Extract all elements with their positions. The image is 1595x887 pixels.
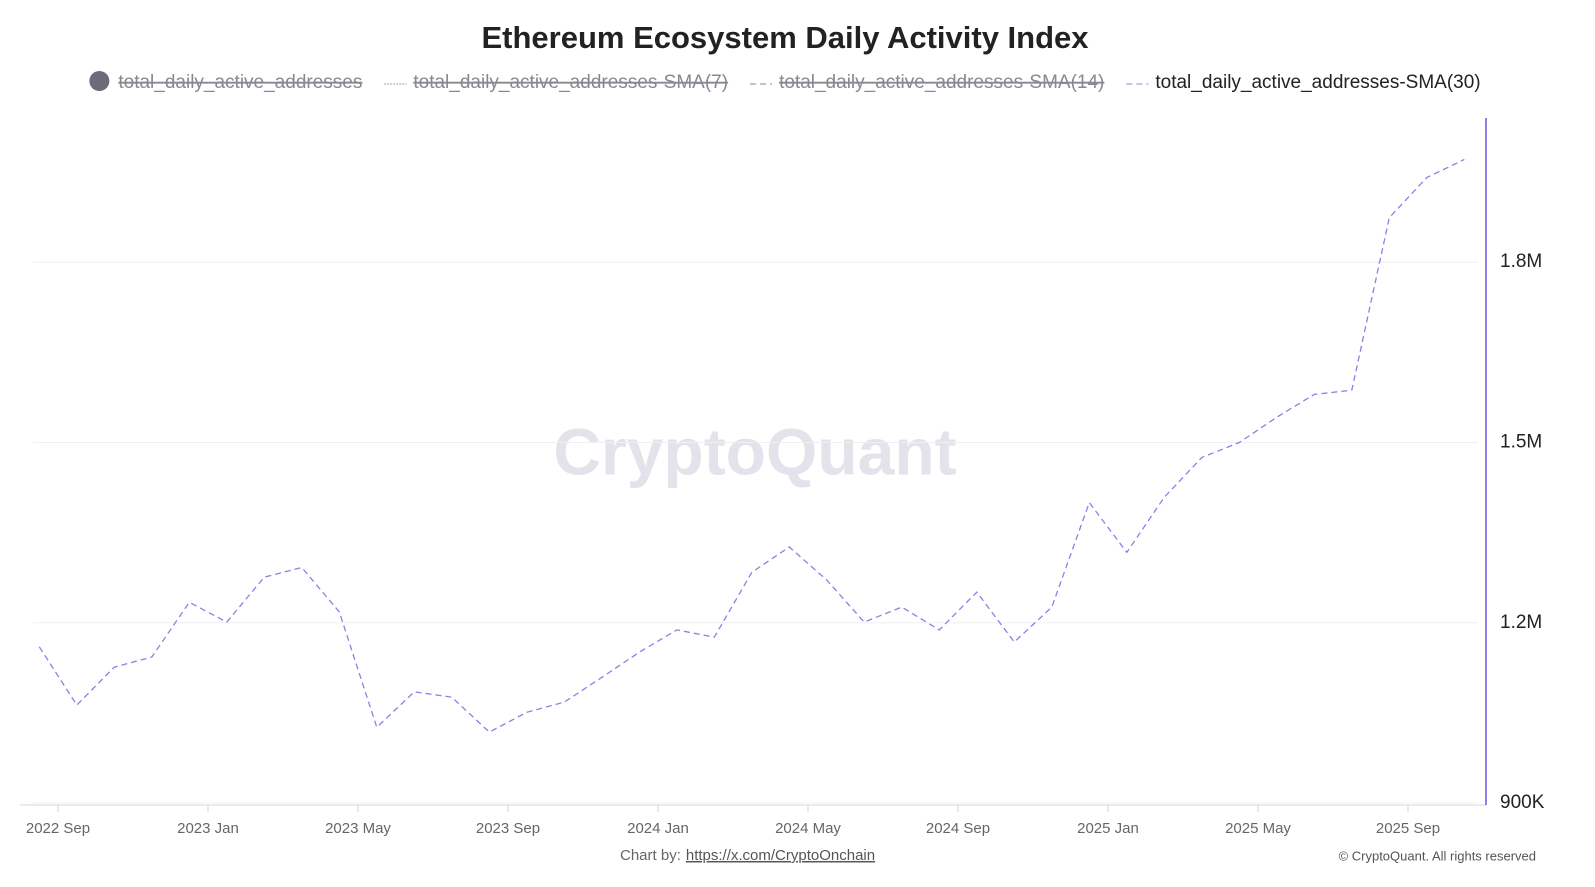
chart-title: Ethereum Ecosystem Daily Activity Index — [481, 20, 1089, 55]
y-tick-label: 900K — [1500, 792, 1545, 813]
legend-label: total_daily_active_addresses — [118, 72, 362, 93]
x-tick-label: 2024 Sep — [926, 820, 990, 837]
legend-marker — [89, 71, 110, 91]
copyright: © CryptoQuant. All rights reserved — [1339, 848, 1536, 863]
legend-label: total_daily_active_addresses-SMA(14) — [779, 72, 1104, 93]
x-tick-label: 2025 Jan — [1077, 820, 1139, 837]
legend-label: total_daily_active_addresses-SMA(7) — [413, 72, 728, 93]
x-tick-label: 2025 May — [1225, 820, 1291, 837]
x-tick-label: 2025 Sep — [1376, 820, 1440, 837]
y-tick-label: 1.8M — [1500, 251, 1542, 272]
data-line — [38, 158, 1465, 733]
x-tick-label: 2023 Sep — [476, 820, 540, 837]
credit-label: Chart by: — [620, 847, 681, 864]
credit-link[interactable]: https://x.com/CryptoOnchain — [686, 847, 875, 864]
watermark: CryptoQuant — [553, 414, 956, 488]
x-tick-label: 2024 Jan — [627, 820, 689, 837]
x-tick-label: 2022 Sep — [26, 820, 90, 837]
x-tick-label: 2024 May — [775, 820, 841, 837]
y-tick-label: 1.5M — [1500, 431, 1542, 452]
y-tick-label: 1.2M — [1500, 612, 1542, 633]
x-tick-label: 2023 Jan — [177, 820, 239, 837]
legend-label: total_daily_active_addresses-SMA(30) — [1155, 72, 1480, 93]
x-tick-label: 2023 May — [325, 820, 391, 837]
